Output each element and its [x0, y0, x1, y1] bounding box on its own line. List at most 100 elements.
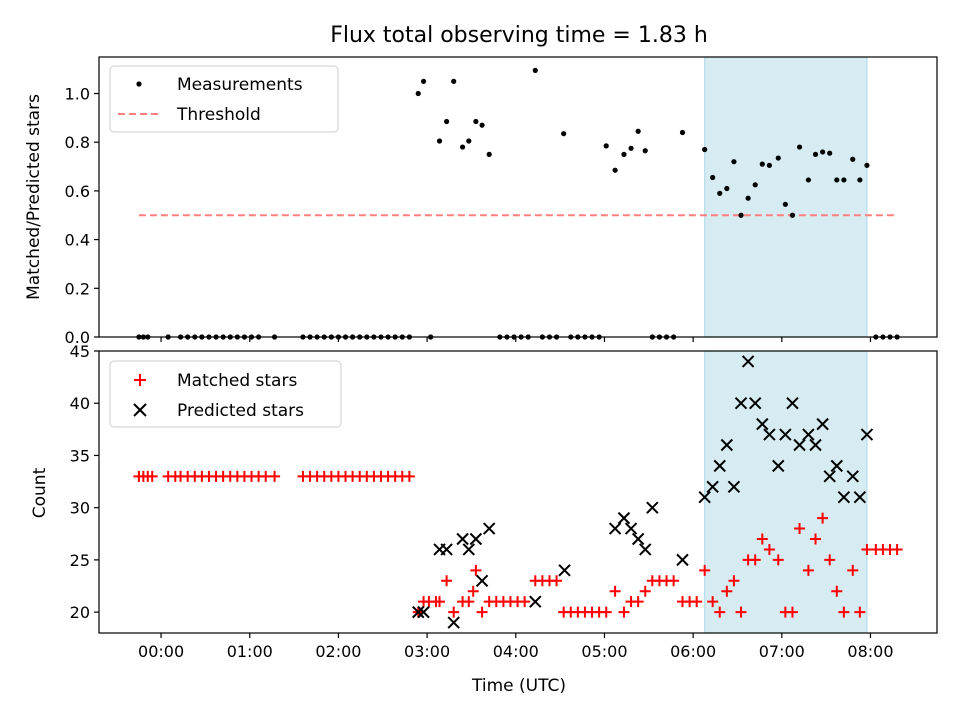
measurement-point [466, 138, 472, 144]
predicted-star-point [412, 605, 425, 619]
predicted-star-point [447, 616, 460, 629]
legend-matched-label: Matched stars [177, 371, 297, 391]
top-legend: Measurements Threshold [109, 65, 339, 133]
matched-star-point [721, 585, 733, 597]
bottom-y-axis-ticks: 20 25 30 35 40 45 [70, 342, 99, 622]
legend-matched-marker [134, 374, 146, 386]
predicted-star-point [482, 522, 496, 535]
bottom-xtick-label: 07:00 [759, 642, 805, 661]
predicted-star-point [837, 491, 851, 504]
measurement-point [864, 162, 870, 168]
measurement-point [789, 212, 796, 218]
bottom-xtick-label: 05:00 [581, 642, 627, 661]
measurement-point [759, 161, 765, 167]
measurement-point [827, 150, 833, 156]
measurement-point [451, 78, 457, 84]
bottom-legend-box [109, 360, 342, 428]
bottom-legend: Matched stars Predicted stars [109, 360, 342, 428]
matched-star-point [786, 606, 798, 618]
predicted-star-point [802, 428, 815, 441]
measurement-point [459, 144, 466, 150]
figure-title: Flux total observing time = 1.83 h [330, 23, 708, 48]
measurement-point [766, 162, 773, 168]
measurement-point [752, 182, 758, 188]
measurement-point [702, 146, 708, 153]
measurement-point [436, 138, 443, 144]
predicted-star-point [469, 532, 483, 546]
top-axes-frame [98, 56, 938, 338]
measurement-point [717, 190, 723, 196]
bottom-ytick-label: 20 [70, 603, 90, 622]
predicted-star-point [793, 438, 806, 452]
predicted-star-point [706, 480, 719, 493]
measurement-point [532, 67, 538, 73]
matched-star-point [448, 606, 460, 618]
predicted-star-point [756, 417, 769, 431]
matched-star-point [441, 575, 453, 587]
bottom-xtick-label: 02:00 [315, 642, 361, 661]
matched-star-point [668, 575, 680, 587]
measurement-point [444, 118, 450, 125]
measurement-point [415, 90, 421, 97]
measurement-point [782, 201, 788, 207]
matched-star-point [817, 512, 829, 524]
bottom-xtick-label: 04:00 [493, 642, 539, 661]
measurement-point [820, 149, 826, 155]
legend-predicted-label: Predicted stars [177, 401, 304, 421]
matched-star-point [831, 585, 843, 597]
bottom-xtick-label: 08:00 [847, 642, 893, 661]
top-shaded-span [704, 56, 868, 338]
matched-stars-series [133, 470, 903, 618]
bottom-xtick-label: 03:00 [404, 642, 450, 661]
predicted-star-point [720, 438, 734, 452]
predicted-star-point [639, 543, 652, 556]
predicted-stars-series [412, 355, 874, 629]
measurement-point [479, 122, 485, 128]
measurement-point [486, 151, 492, 157]
matched-star-point [146, 470, 158, 482]
matched-star-point [434, 596, 446, 608]
top-ytick-label: 0.2 [65, 279, 90, 298]
bottom-axes-frame [98, 350, 938, 634]
measurement-point [612, 167, 618, 173]
bottom-ytick-label: 30 [70, 499, 90, 518]
measurement-point [628, 145, 634, 151]
measurement-point [834, 177, 840, 183]
matched-star-point [847, 564, 859, 576]
measurement-point [796, 144, 803, 150]
measurement-point [561, 131, 567, 137]
measurement-point [812, 151, 819, 157]
matched-star-point [639, 585, 651, 597]
predicted-star-point [749, 397, 762, 410]
measurement-point [775, 155, 781, 161]
measurement-point [603, 143, 609, 149]
predicted-star-point [529, 595, 542, 608]
measurement-point [841, 177, 847, 183]
predicted-star-point [440, 543, 453, 556]
matched-star-point [763, 543, 775, 555]
bottom-ytick-label: 40 [70, 394, 90, 413]
matched-star-point [467, 585, 479, 597]
predicted-star-point [676, 553, 689, 567]
bottom-xtick-label: 01:00 [227, 642, 273, 661]
matched-star-point [891, 543, 903, 555]
predicted-star-point [809, 438, 822, 452]
matched-star-point [735, 606, 747, 618]
top-ytick-label: 1.0 [65, 85, 90, 104]
top-panel: 0.0 0.2 0.4 0.6 0.8 1.0 Matched/Predicted sta… [24, 56, 938, 347]
measurement-point [745, 195, 751, 201]
predicted-star-point [456, 532, 469, 546]
measurement-point [642, 148, 648, 154]
legend-threshold-label: Threshold [176, 105, 261, 125]
measurement-point [850, 156, 856, 162]
bottom-ytick-label: 25 [70, 551, 90, 570]
top-y-axis-label: Matched/Predicted stars [24, 94, 44, 300]
top-span-rect [704, 56, 868, 338]
matched-star-point [707, 596, 719, 608]
measurement-point [420, 78, 427, 84]
matched-star-point [749, 554, 761, 566]
matched-star-point [824, 554, 836, 566]
top-x-axis-ticks [160, 337, 872, 342]
matched-star-point [794, 523, 806, 535]
